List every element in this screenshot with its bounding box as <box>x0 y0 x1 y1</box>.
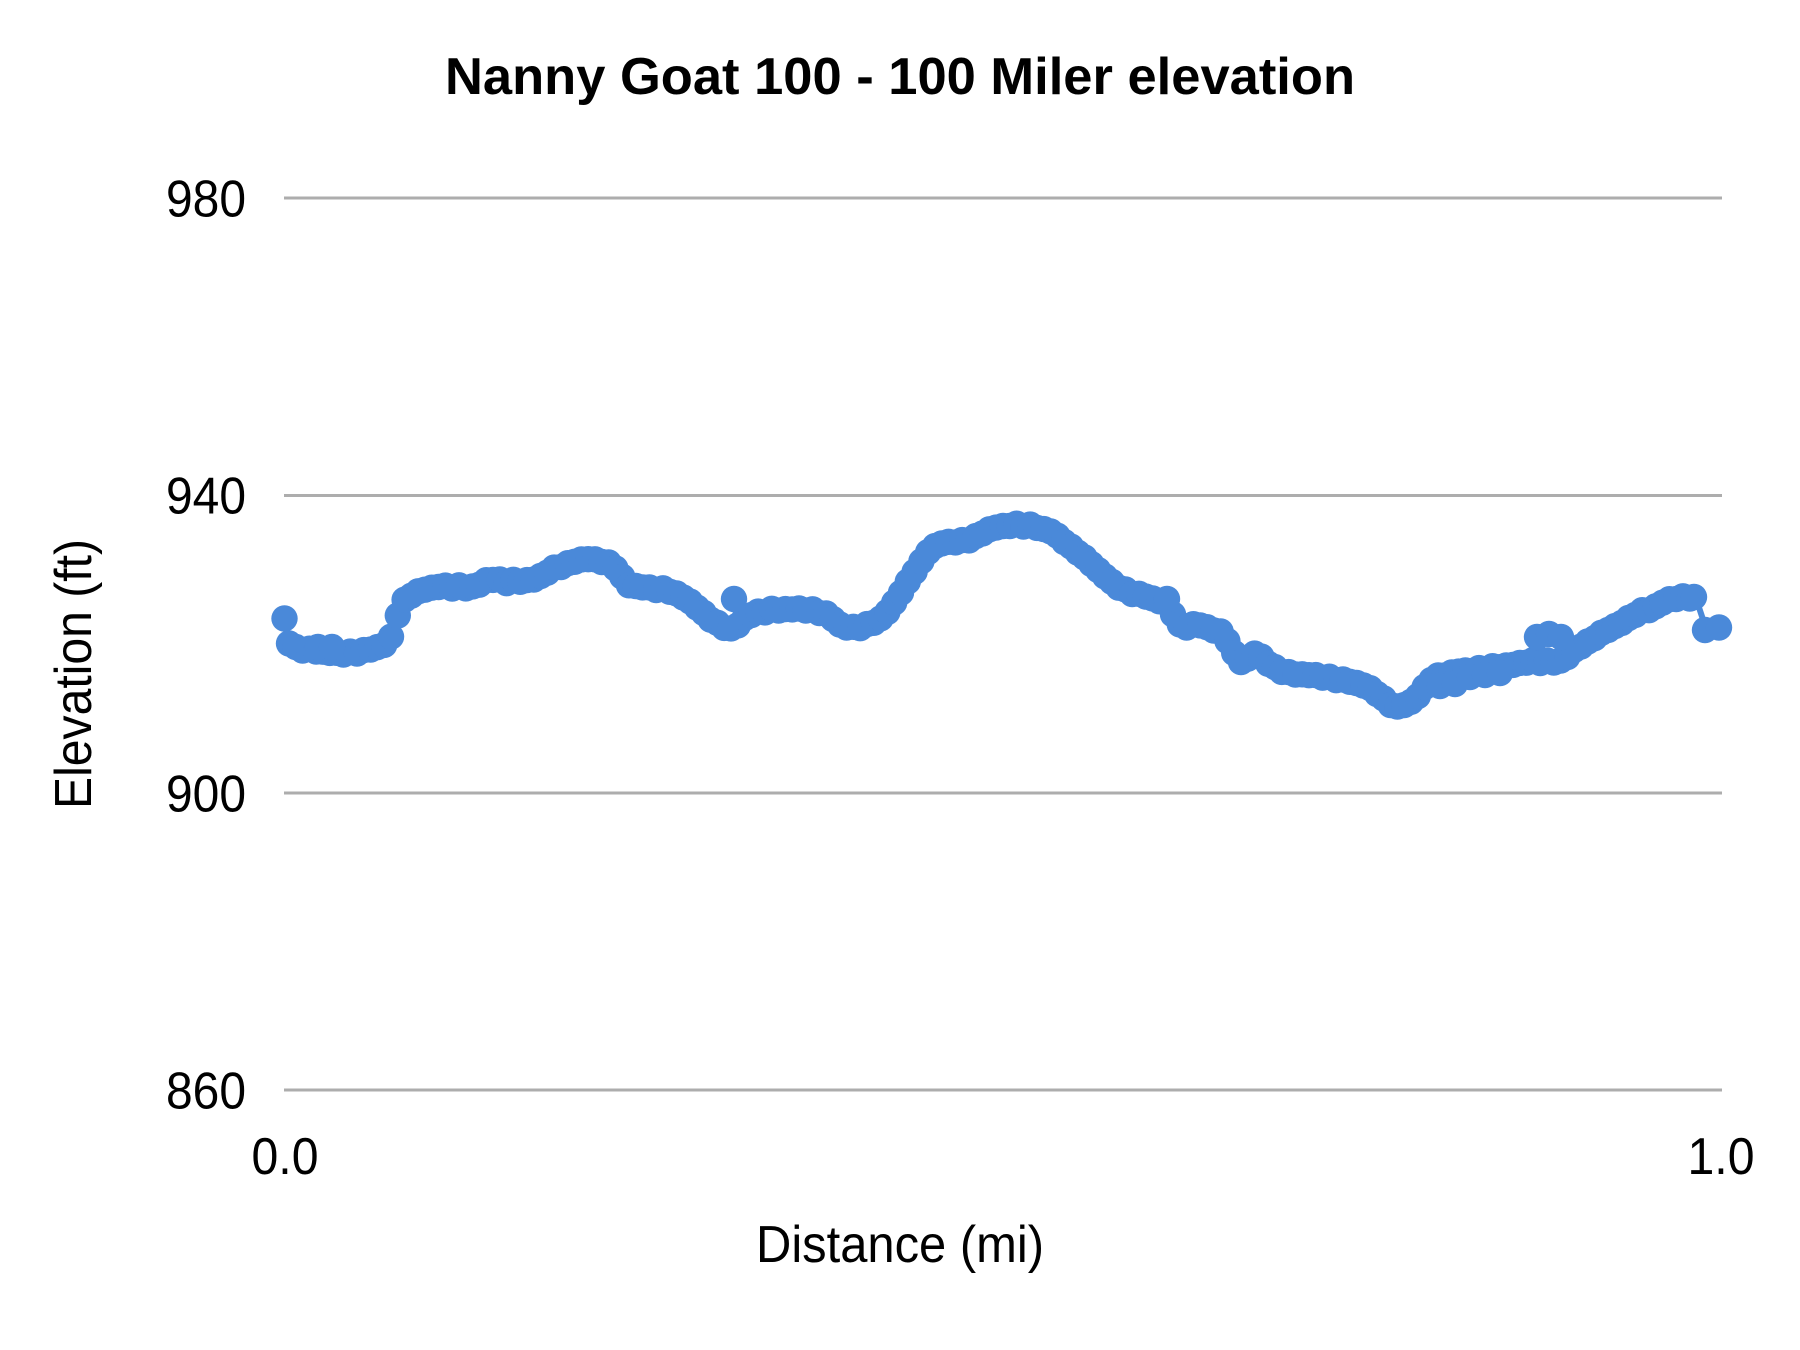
svg-text:Elevation (ft): Elevation (ft) <box>45 539 103 809</box>
svg-text:1.0: 1.0 <box>1688 1128 1755 1186</box>
svg-text:Distance (mi): Distance (mi) <box>756 1216 1044 1274</box>
svg-text:980: 980 <box>166 171 246 229</box>
svg-text:860: 860 <box>166 1063 246 1121</box>
svg-text:940: 940 <box>166 468 246 526</box>
svg-text:Nanny Goat 100 - 100 Miler ele: Nanny Goat 100 - 100 Miler elevation <box>445 48 1355 106</box>
svg-text:900: 900 <box>166 766 246 824</box>
svg-text:0.0: 0.0 <box>252 1128 319 1186</box>
